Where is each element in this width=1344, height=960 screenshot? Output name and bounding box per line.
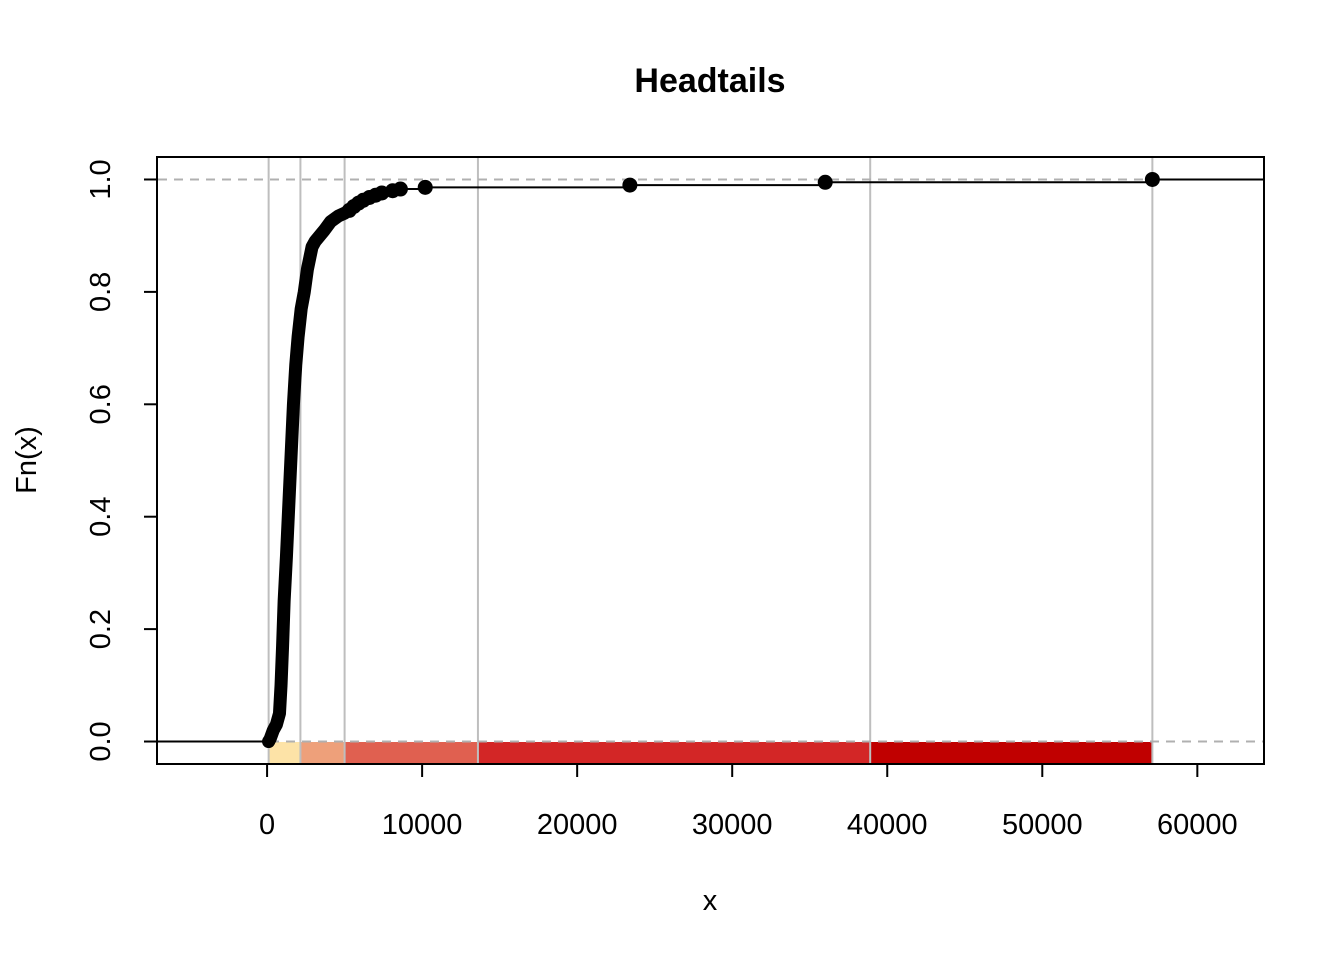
- ecdf-point-start: [262, 735, 276, 749]
- break-lines: [267, 158, 1154, 763]
- ecdf-point-9: [392, 181, 408, 197]
- ecdf-series: [158, 171, 1263, 749]
- ecdf-point-10: [417, 179, 433, 195]
- chart-title: Headtails: [634, 62, 785, 100]
- x-tick-label-2: 10000: [382, 809, 463, 841]
- y-tick-label-4: 0.6: [85, 384, 117, 424]
- x-tick-label-1: 0: [259, 809, 275, 841]
- plot-frame: [156, 156, 1265, 765]
- y-tick-label-2: 0.2: [85, 609, 117, 649]
- class-band-3: [344, 742, 478, 763]
- x-axis-label: x: [703, 885, 718, 917]
- ecdf-point-12: [817, 174, 833, 190]
- reference-lines: [158, 178, 1263, 743]
- x-tick-label-3: 20000: [537, 809, 618, 841]
- y-tick-label-5: 0.8: [85, 272, 117, 312]
- y-tick-label-3: 0.4: [85, 497, 117, 537]
- class-band-5: [870, 742, 1153, 763]
- x-tick-label-7: 60000: [1157, 809, 1238, 841]
- ecdf-dense-curve: [262, 206, 352, 749]
- y-tick-label-1: 0.0: [85, 721, 117, 761]
- x-tick-label-5: 40000: [847, 809, 928, 841]
- x-tick-label-4: 30000: [692, 809, 773, 841]
- y-tick-label-6: 1.0: [85, 159, 117, 199]
- class-interval-bands: [268, 742, 1153, 763]
- ecdf-point-11: [622, 177, 638, 193]
- y-axis-label: Fn(x): [11, 426, 43, 494]
- class-band-2: [300, 742, 345, 763]
- ecdf-point-13: [1144, 171, 1160, 187]
- x-tick-label-6: 50000: [1002, 809, 1083, 841]
- class-band-1: [268, 742, 301, 763]
- axes: 0 10000 20000 30000 40000 50000 60000 0.0 0.2 0.4…: [85, 159, 1238, 841]
- class-band-4: [477, 742, 871, 763]
